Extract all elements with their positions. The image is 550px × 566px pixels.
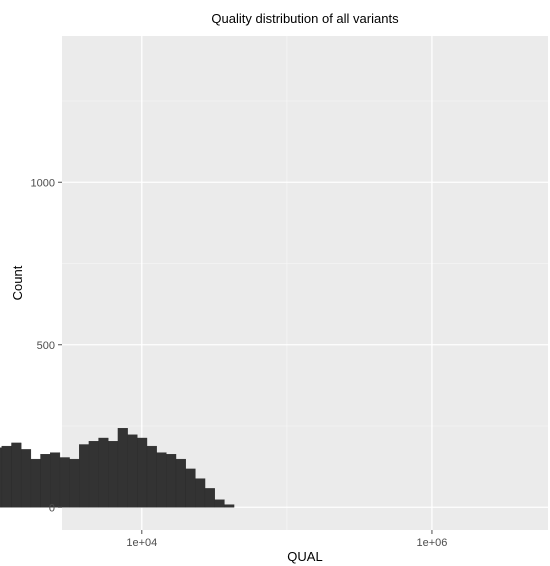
histogram-bar <box>117 428 128 508</box>
histogram-bar <box>79 444 90 508</box>
histogram-bar <box>127 434 138 508</box>
x-tick-label: 1e+04 <box>126 537 157 549</box>
histogram-bar <box>156 452 167 508</box>
histogram-bar <box>195 478 206 508</box>
y-tick-label: 1000 <box>31 177 55 189</box>
histogram-bar <box>1 445 12 508</box>
y-tick-label: 0 <box>49 502 55 514</box>
histogram-bar <box>166 454 177 508</box>
histogram-bar <box>137 437 148 508</box>
histogram-bar <box>204 488 215 508</box>
histogram-bar <box>175 458 186 508</box>
histogram-bar <box>88 441 99 508</box>
y-axis-title: Count <box>10 265 25 300</box>
histogram-bar <box>185 468 196 508</box>
histogram-bar <box>69 458 80 508</box>
histogram-bar <box>224 504 235 508</box>
histogram-bar <box>30 458 41 508</box>
histogram-bar <box>59 457 70 508</box>
histogram-bar <box>40 454 51 508</box>
histogram-bar <box>20 449 32 508</box>
histogram-bars <box>0 428 235 508</box>
histogram-bar <box>146 445 157 508</box>
histogram-bar <box>11 442 22 508</box>
x-axis-title: QUAL <box>287 549 322 564</box>
y-axis: 0 500 1000 <box>31 177 62 514</box>
x-tick-label: 1e+06 <box>416 537 447 549</box>
histogram-bar <box>108 441 119 508</box>
histogram-bar <box>0 447 3 508</box>
histogram-bar <box>50 452 61 508</box>
chart-title: Quality distribution of all variants <box>211 11 399 26</box>
histogram-bar <box>214 499 225 508</box>
histogram-bar <box>98 437 109 508</box>
y-tick-label: 500 <box>37 340 55 352</box>
grid-lines <box>62 36 548 530</box>
